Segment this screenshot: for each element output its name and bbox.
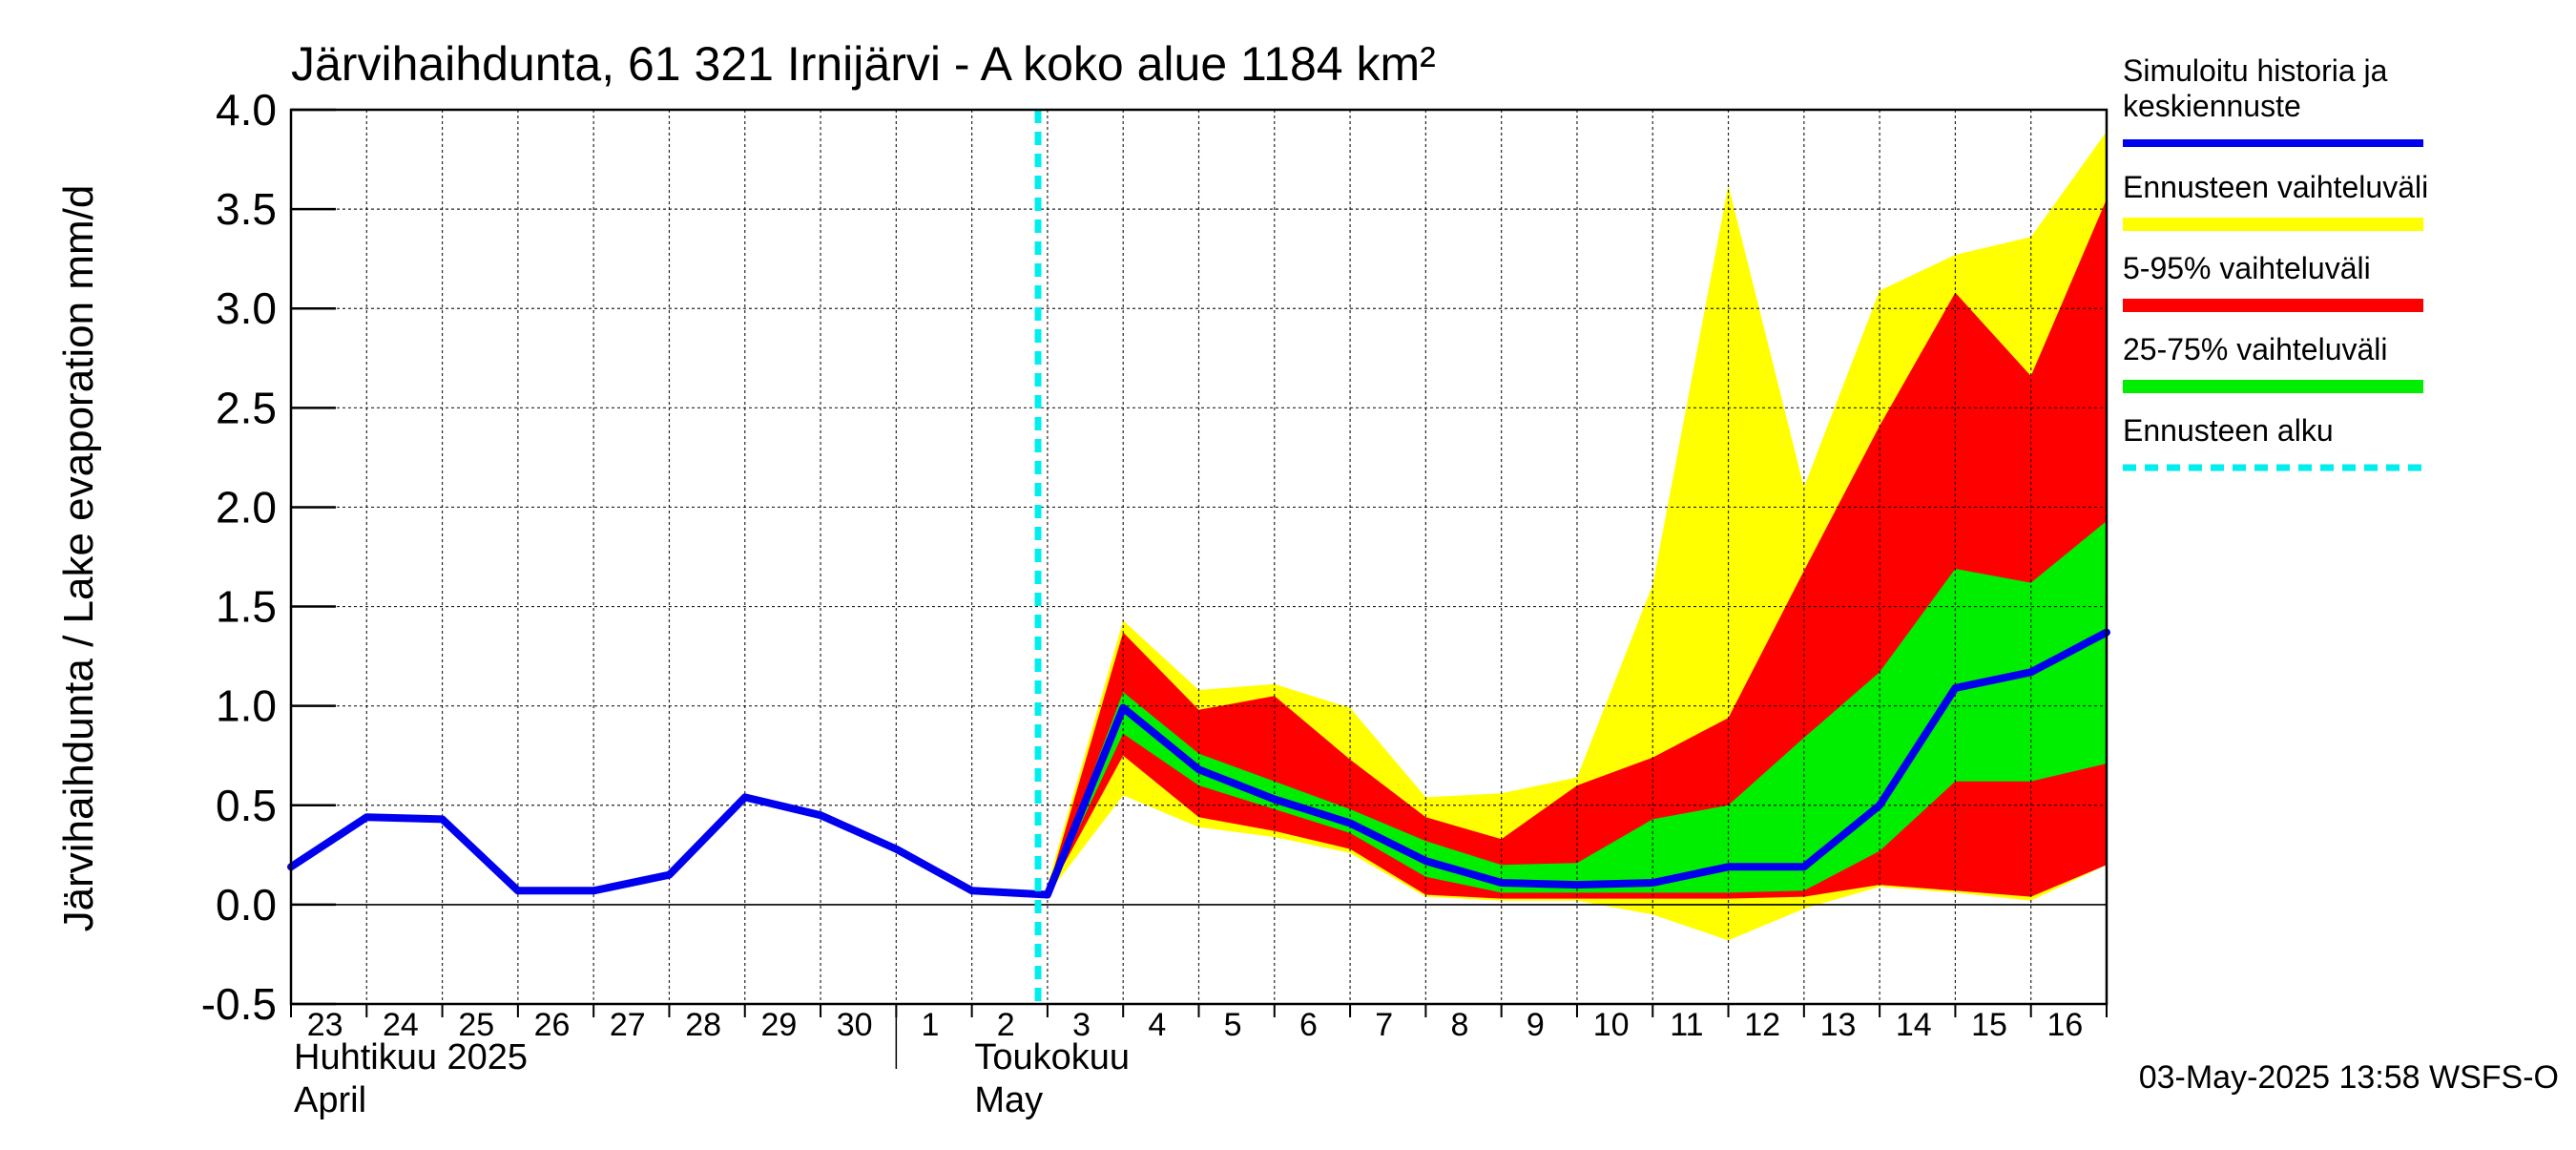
- y-tick-label: 0.0: [216, 880, 277, 930]
- y-tick-label: -0.5: [201, 979, 277, 1029]
- x-tick-label: 7: [1375, 1007, 1393, 1043]
- month-label-fi: Huhtikuu 2025: [294, 1037, 528, 1077]
- y-tick-label: 2.0: [216, 482, 277, 532]
- x-tick-label: 13: [1820, 1007, 1857, 1043]
- footer-timestamp: 03-May-2025 13:58 WSFS-O: [2139, 1059, 2559, 1096]
- y-tick-label: 3.0: [216, 283, 277, 333]
- chart-title: Järvihaihdunta, 61 321 Irnijärvi - A kok…: [291, 37, 1436, 91]
- y-tick-label: 1.5: [216, 582, 277, 632]
- legend-label: 25-75% vaihteluväli: [2123, 332, 2388, 366]
- x-tick-label: 29: [760, 1007, 797, 1043]
- y-tick-label: 0.5: [216, 781, 277, 830]
- y-axis-label: Järvihaihdunta / Lake evaporation mm/d: [55, 185, 102, 932]
- x-tick-label: 27: [610, 1007, 646, 1043]
- month-label-fi: Toukokuu: [974, 1037, 1130, 1077]
- x-tick-label: 1: [922, 1007, 940, 1043]
- legend-label: Simuloitu historia ja: [2123, 53, 2388, 88]
- legend-label: Ennusteen alku: [2123, 413, 2334, 448]
- x-tick-label: 14: [1896, 1007, 1932, 1043]
- x-tick-label: 15: [1971, 1007, 2007, 1043]
- y-tick-label: 4.0: [216, 85, 277, 135]
- x-tick-label: 26: [534, 1007, 571, 1043]
- x-tick-label: 16: [2046, 1007, 2083, 1043]
- x-tick-label: 12: [1744, 1007, 1780, 1043]
- y-tick-label: 3.5: [216, 184, 277, 234]
- x-tick-label: 30: [837, 1007, 873, 1043]
- x-tick-label: 11: [1670, 1007, 1703, 1043]
- legend-label: keskiennuste: [2123, 89, 2301, 123]
- month-label-en: May: [974, 1080, 1043, 1120]
- x-tick-label: 9: [1527, 1007, 1545, 1043]
- x-tick-label: 10: [1593, 1007, 1630, 1043]
- x-tick-label: 4: [1148, 1007, 1166, 1043]
- y-tick-label: 2.5: [216, 383, 277, 432]
- x-tick-label: 28: [685, 1007, 721, 1043]
- x-tick-label: 5: [1224, 1007, 1242, 1043]
- legend-label: Ennusteen vaihteluväli: [2123, 170, 2428, 204]
- x-tick-label: 8: [1451, 1007, 1469, 1043]
- x-tick-label: 6: [1299, 1007, 1318, 1043]
- y-tick-label: 1.0: [216, 681, 277, 731]
- legend-label: 5-95% vaihteluväli: [2123, 251, 2371, 285]
- month-label-en: April: [294, 1080, 366, 1120]
